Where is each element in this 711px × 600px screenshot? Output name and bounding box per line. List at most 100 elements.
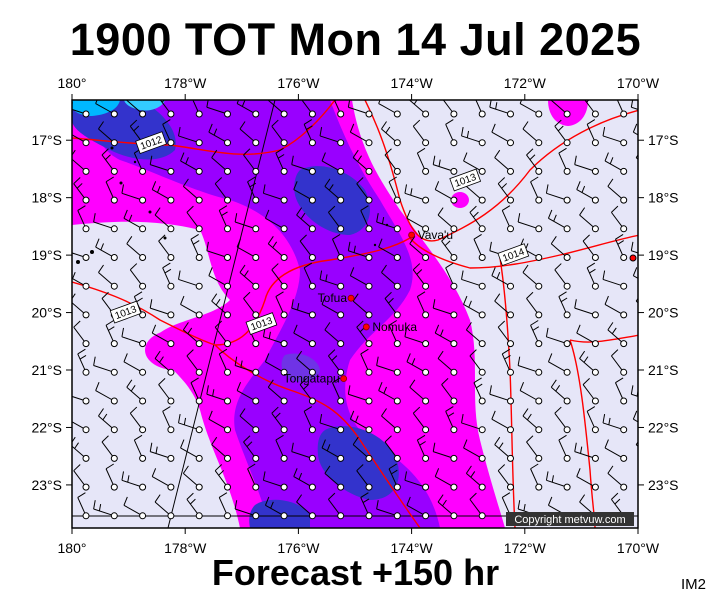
station-circle <box>224 311 231 319</box>
wind-barb-flag <box>352 293 359 302</box>
wind-barb-flag <box>579 350 586 359</box>
station-circle <box>167 225 175 233</box>
station-circle <box>337 340 345 348</box>
lon-label-top: 180° <box>58 75 87 91</box>
wind-barb-flag <box>412 263 421 271</box>
wind-barb-flag <box>300 212 306 220</box>
station-circle <box>167 282 175 290</box>
station-circle <box>365 225 373 233</box>
station-circle <box>649 341 655 347</box>
wind-barb-flag <box>105 320 114 326</box>
wind-barb-flag <box>182 178 189 187</box>
station-circle <box>195 483 203 491</box>
wind-barb-flag <box>357 155 362 162</box>
wind-barb-shaft <box>72 252 87 258</box>
station-circle <box>139 483 147 491</box>
station-circle <box>365 311 373 319</box>
station-circle <box>620 139 628 147</box>
station-circle <box>365 426 373 434</box>
wind-barb-flag <box>581 185 586 193</box>
wind-barb-flag <box>67 124 70 132</box>
wind-barb-flag <box>586 100 590 103</box>
place-dot <box>347 294 355 302</box>
wind-barb-flag <box>437 207 444 216</box>
station-circle <box>308 196 316 204</box>
station-circle <box>591 426 599 434</box>
wind-barb-flag <box>640 177 646 183</box>
wind-barb-flag <box>93 500 96 510</box>
wind-barb-flag <box>384 148 392 156</box>
station-circle <box>167 454 175 462</box>
wind-barb-flag <box>76 183 83 189</box>
wind-barb-shaft <box>644 497 652 515</box>
station-circle <box>280 426 288 434</box>
wind-barb-flag <box>440 329 444 337</box>
wind-barb-flag <box>497 177 506 185</box>
station-circle <box>620 368 628 376</box>
wind-barb-shaft <box>576 476 596 488</box>
wind-barb-flag <box>213 128 218 136</box>
wind-barb-shaft <box>461 422 483 431</box>
station-circle <box>620 167 628 175</box>
wind-barb-flag <box>630 385 634 395</box>
station-circle <box>450 368 458 376</box>
lat-label-right: 18°S <box>648 190 679 206</box>
wind-barb-shaft <box>321 160 341 172</box>
wind-barb-shaft <box>463 303 483 316</box>
wind-barb-shaft <box>291 451 313 459</box>
wind-barb-flag <box>555 385 561 392</box>
station-circle <box>563 311 571 319</box>
wind-barb-flag <box>526 413 532 421</box>
wind-barb-shaft <box>95 246 115 258</box>
station-circle <box>337 196 345 204</box>
wind-barb-shaft <box>348 393 370 402</box>
wind-barb-shaft <box>631 393 638 397</box>
station-circle <box>620 397 628 405</box>
wind-barb-shaft <box>519 390 540 402</box>
station-circle <box>507 368 514 376</box>
station-circle <box>110 196 118 204</box>
wind-barb-flag <box>356 320 364 328</box>
wind-barb-shaft <box>263 336 285 345</box>
station-circle <box>563 139 571 147</box>
wind-barb-flag <box>158 234 166 242</box>
wind-barb-flag <box>151 324 157 334</box>
lon-label-top: 170°W <box>617 75 660 91</box>
wind-barb-flag <box>419 441 426 446</box>
wind-barb-shaft <box>434 476 455 488</box>
wind-barb-flag <box>162 119 171 125</box>
station-circle <box>591 397 599 405</box>
station-circle <box>535 426 543 434</box>
wind-barb-shaft <box>293 332 313 345</box>
wind-barb-flag <box>388 297 394 304</box>
station-circle <box>308 225 316 233</box>
wind-barb-flag <box>291 155 294 165</box>
station-circle <box>507 311 514 319</box>
wind-barb-flag <box>586 406 596 412</box>
wind-barb-flag <box>212 389 215 397</box>
station-circle <box>478 225 486 233</box>
station-circle <box>450 196 458 204</box>
wind-barb-flag <box>381 408 387 417</box>
station-circle <box>563 225 571 233</box>
wind-barb-flag <box>545 327 549 337</box>
wind-barb-shaft <box>489 393 511 402</box>
wind-barb-flag <box>632 410 638 420</box>
wind-barb-flag <box>98 408 104 417</box>
wind-barb-shaft <box>321 303 341 316</box>
wind-barb-flag <box>473 377 482 384</box>
wind-barb-shaft <box>180 160 200 172</box>
station-circle <box>649 111 655 117</box>
wind-barb-flag <box>293 181 298 190</box>
lat-label-left: 17°S <box>31 132 62 148</box>
wind-barb-shaft <box>602 422 624 431</box>
wind-barb-flag <box>151 468 157 477</box>
wind-barb-flag <box>586 262 596 269</box>
wind-barb-flag <box>586 119 596 125</box>
wind-barb-shaft <box>206 106 228 115</box>
wind-barb-flag <box>614 498 621 505</box>
wind-barb-flag <box>545 184 549 194</box>
wind-barb-flag <box>376 356 379 366</box>
wind-barb-flag <box>442 499 447 507</box>
station-circle <box>252 139 260 147</box>
